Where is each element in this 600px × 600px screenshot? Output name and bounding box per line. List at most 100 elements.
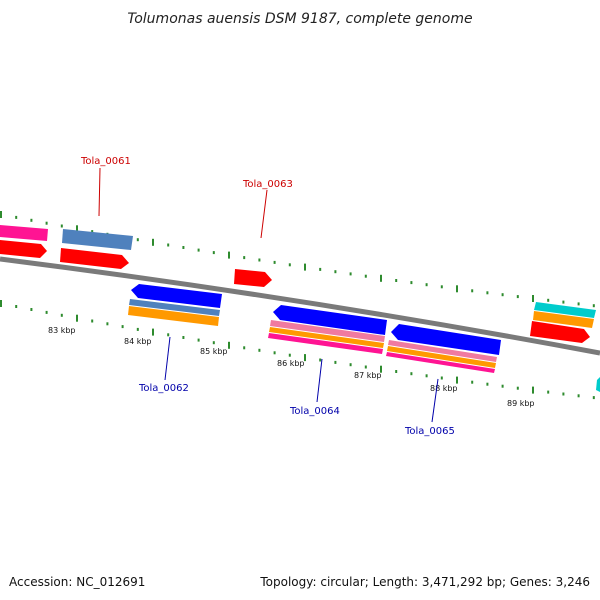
gene-bar xyxy=(62,229,133,250)
track-dot xyxy=(212,251,215,255)
track-dot xyxy=(197,248,200,252)
track-dot xyxy=(45,221,48,225)
track-dot xyxy=(60,224,63,228)
track-tick-major xyxy=(0,300,2,307)
track-dot xyxy=(30,218,33,222)
feature-bar xyxy=(596,377,600,392)
cds-arrow xyxy=(0,240,47,258)
track-dot xyxy=(349,363,352,367)
track-dot xyxy=(547,298,550,302)
gene-callouts: Tola_0061 Tola_0063 Tola_0062 Tola_0064 … xyxy=(80,156,455,437)
gene-label-tola-0064: Tola_0064 xyxy=(289,406,340,417)
tick-label: 89 kbp xyxy=(507,399,535,408)
callout-line xyxy=(98,167,101,217)
gene-arrow xyxy=(391,324,501,355)
tick-label: 84 kbp xyxy=(124,337,152,346)
track-dot xyxy=(334,360,337,364)
track-dot xyxy=(212,341,215,345)
track-tick-major xyxy=(380,274,382,282)
track-dot xyxy=(364,274,367,278)
track-dot xyxy=(364,365,367,369)
map-title: Tolumonas auensis DSM 9187, complete gen… xyxy=(127,11,472,27)
track-dot xyxy=(15,215,18,219)
track-dot xyxy=(121,325,124,329)
track-tick-major xyxy=(304,354,306,362)
track-tick-major xyxy=(380,365,382,373)
track-dot xyxy=(486,291,489,295)
feature-bar xyxy=(534,302,596,318)
kbp-tick-labels: 83 kbp 84 kbp 85 kbp 86 kbp 87 kbp 88 kb… xyxy=(48,326,535,408)
track-dot xyxy=(15,305,18,308)
track-dot xyxy=(273,351,276,355)
track-dot xyxy=(91,230,94,234)
track-dot xyxy=(258,258,261,262)
genome-stats-text: Topology: circular; Length: 3,471,292 bp… xyxy=(259,575,590,589)
track-dot xyxy=(440,376,443,380)
feature-bar xyxy=(268,333,383,354)
track-dot xyxy=(136,327,139,331)
track-dot xyxy=(288,353,291,357)
track-dot xyxy=(501,384,504,388)
gene-label-tola-0065: Tola_0065 xyxy=(404,426,455,437)
feature-bar xyxy=(533,311,594,328)
gene-label-tola-0063: Tola_0063 xyxy=(242,179,293,190)
track-dot xyxy=(182,336,185,339)
track-tick-major xyxy=(456,376,458,384)
cds-arrow xyxy=(234,269,272,287)
gene-label-tola-0062: Tola_0062 xyxy=(138,383,189,394)
callout-line xyxy=(260,189,268,239)
track-dot xyxy=(471,289,474,293)
track-dot xyxy=(45,310,48,314)
track-dot xyxy=(197,338,200,342)
track-tick-major xyxy=(228,341,230,349)
track-dot xyxy=(410,281,413,285)
feature-bar xyxy=(128,306,219,326)
track-tick-major xyxy=(532,295,534,302)
track-dot xyxy=(425,374,428,378)
track-dot xyxy=(243,256,246,260)
track-tick-major xyxy=(76,225,78,233)
feature-bar xyxy=(270,320,385,342)
tick-label: 85 kbp xyxy=(200,347,228,356)
track-dot xyxy=(30,308,33,311)
track-dot xyxy=(562,392,565,396)
track-dot xyxy=(425,283,428,287)
feature-bar xyxy=(388,340,497,362)
track-dot xyxy=(395,370,398,373)
track-tick-major xyxy=(0,211,2,218)
track-dot xyxy=(577,394,580,398)
accession-text: Accession: NC_012691 xyxy=(9,575,145,589)
feature-bar xyxy=(129,299,220,316)
track-dot xyxy=(167,333,170,337)
track-tick-major xyxy=(152,238,154,246)
track-dot xyxy=(486,382,489,386)
track-dot xyxy=(410,372,413,376)
track-dot xyxy=(136,238,139,242)
callout-line xyxy=(316,358,323,403)
track-dot xyxy=(501,293,504,297)
cds-arrow xyxy=(60,248,129,269)
track-dot xyxy=(440,285,443,289)
callout-line xyxy=(164,336,171,381)
gene-arrow xyxy=(273,305,387,335)
track-dot xyxy=(182,246,185,249)
track-dot xyxy=(349,272,352,276)
track-dot xyxy=(106,322,109,326)
track-dot xyxy=(243,346,246,350)
track-dot xyxy=(319,358,322,362)
track-tick-major xyxy=(228,251,230,259)
track-dot xyxy=(547,390,550,394)
genome-backbone xyxy=(0,256,600,356)
track-dot xyxy=(592,304,595,308)
feature-bar xyxy=(0,225,48,241)
minus-strand-features xyxy=(128,284,600,392)
track-dot xyxy=(471,380,474,384)
plus-strand-features xyxy=(0,225,596,343)
track-dot xyxy=(167,243,170,247)
tick-label: 83 kbp xyxy=(48,326,76,335)
callout-line xyxy=(431,378,439,423)
track-tick-major xyxy=(304,263,306,271)
track-dot xyxy=(562,300,565,304)
track-dot xyxy=(395,279,398,282)
